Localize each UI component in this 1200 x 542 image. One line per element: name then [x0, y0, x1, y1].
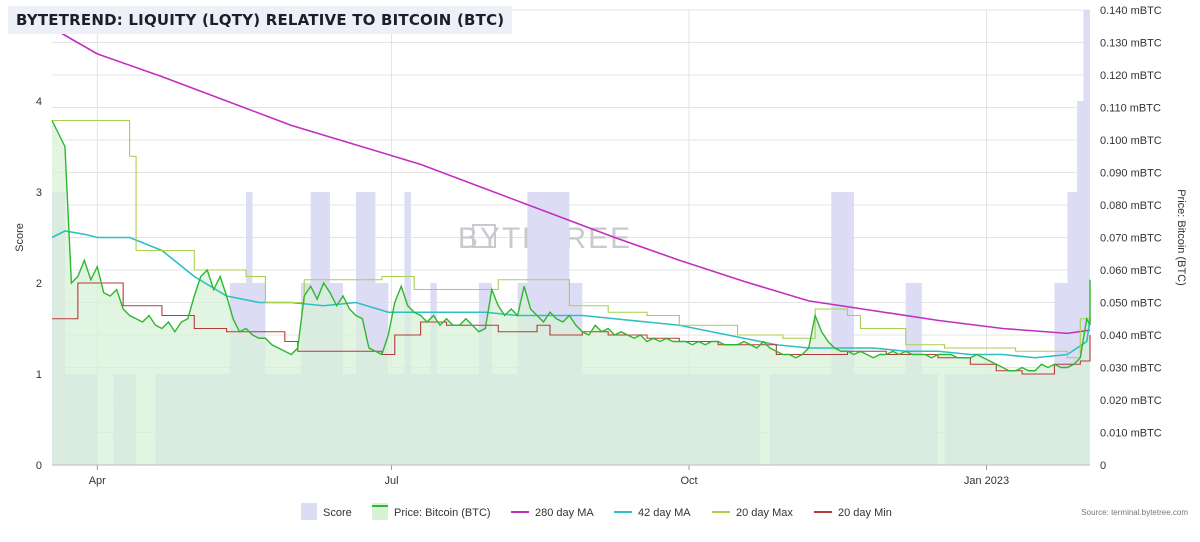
right-axis-tick-label: 0.020 mBTC — [1100, 395, 1162, 407]
legend-layer: Score Price: Bitcoin (BTC) 280 day MA 42 da… — [301, 503, 1188, 520]
price-line — [51, 120, 1091, 372]
price-fill-layer — [52, 120, 1090, 465]
right-axis-tick-label: 0.090 mBTC — [1100, 168, 1162, 180]
right-axis-tick-label: 0.040 mBTC — [1100, 330, 1162, 342]
price-area — [52, 120, 1090, 465]
legend-swatch-score — [301, 503, 317, 520]
watermark-logo-icon — [472, 224, 496, 248]
min20-line — [52, 282, 1091, 375]
right-axis-tick-label: 0.030 mBTC — [1100, 363, 1162, 375]
ma42-line — [51, 230, 1091, 359]
right-axis-tick-label: 0.110 mBTC — [1100, 103, 1161, 115]
axes-layer: 0 0.010 mBTC 0.020 mBTC 0.030 mBTC 0.040 mBT… — [14, 5, 1187, 487]
right-axis-tick-label: 0.080 mBTC — [1100, 200, 1162, 212]
left-axis-tick-label: 0 — [36, 460, 42, 472]
right-axis-tick-label: 0.100 mBTC — [1100, 135, 1162, 147]
x-axis-tick-label: Jul — [385, 475, 399, 487]
left-axis-tick-label: 1 — [36, 369, 42, 381]
legend-label-min20: 20 day Min — [838, 507, 892, 519]
right-axis-title: Price: Bitcoin (BTC) — [1175, 189, 1187, 286]
legend-swatch-price — [372, 503, 388, 520]
left-axis-tick-label: 4 — [36, 96, 42, 108]
source-note: Source: terminal.bytetree.com — [1081, 508, 1188, 517]
left-axis-title: Score — [14, 223, 26, 252]
right-axis-tick-label: 0.050 mBTC — [1100, 298, 1162, 310]
chart-title-box: BYTETREND: LIQUITY (LQTY) RELATIVE TO BI… — [8, 6, 513, 34]
right-axis-tick-label: 0.130 mBTC — [1100, 38, 1162, 50]
right-axis-tick-label: 0.140 mBTC — [1100, 5, 1162, 17]
right-axis-tick-label: 0.070 mBTC — [1100, 233, 1162, 245]
x-axis-tick-label: Jan 2023 — [964, 475, 1009, 487]
ma280-line — [51, 27, 1091, 335]
left-axis-tick-label: 3 — [36, 187, 42, 199]
right-axis-tick-label: 0 — [1100, 460, 1106, 472]
right-axis-tick-label: 0.010 mBTC — [1100, 428, 1162, 440]
legend-label-max20: 20 day Max — [736, 507, 793, 519]
x-axis-tick-label: Apr — [89, 475, 106, 487]
legend-label-ma42: 42 day MA — [638, 507, 691, 519]
left-axis-tick-label: 2 — [36, 278, 42, 290]
legend-label-ma280: 280 day MA — [535, 507, 594, 519]
chart-title: BYTETREND: LIQUITY (LQTY) RELATIVE TO BI… — [16, 11, 505, 29]
right-axis-tick-label: 0.060 mBTC — [1100, 265, 1162, 277]
lines-layer — [51, 27, 1091, 375]
right-axis-tick-label: 0.120 mBTC — [1100, 70, 1162, 82]
max20-line — [52, 119, 1091, 359]
x-axis-tick-label: Oct — [680, 475, 697, 487]
legend-label-score: Score — [323, 507, 352, 519]
legend-label-price: Price: Bitcoin (BTC) — [394, 507, 491, 519]
